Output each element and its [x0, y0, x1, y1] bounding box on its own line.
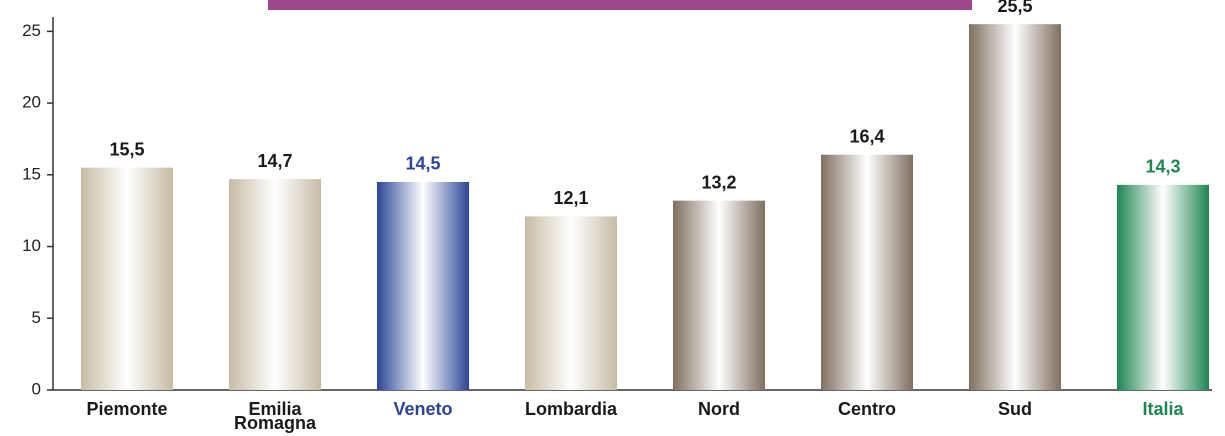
x-tick-label: Sud — [998, 399, 1032, 419]
bar — [1117, 184, 1209, 390]
y-tick-label: 25 — [22, 21, 41, 40]
y-tick-label: 10 — [22, 236, 41, 255]
bar — [377, 181, 469, 390]
value-label: 16,4 — [849, 126, 884, 146]
x-tick-label: Centro — [838, 399, 896, 419]
x-tick-label: Emilia Romagna — [234, 399, 317, 433]
x-tick-label: Piemonte — [86, 399, 167, 419]
value-label: 12,1 — [553, 188, 588, 208]
bar — [229, 179, 321, 390]
x-tick-label: Italia — [1142, 399, 1184, 419]
y-tick-label: 0 — [32, 379, 41, 398]
y-tick-label: 20 — [22, 93, 41, 112]
bar — [969, 24, 1061, 391]
bar — [673, 200, 765, 390]
value-label: 14,7 — [257, 151, 292, 171]
bar — [821, 154, 913, 390]
y-tick-label: 5 — [32, 308, 41, 327]
title-banner — [268, 0, 972, 10]
bar — [525, 216, 617, 390]
x-tick-label: Lombardia — [525, 399, 618, 419]
value-label: 13,2 — [701, 172, 736, 192]
y-tick-label: 15 — [22, 164, 41, 183]
value-label: 14,5 — [405, 154, 440, 174]
value-label: 25,5 — [997, 0, 1032, 16]
x-tick-label: Veneto — [393, 399, 452, 419]
value-label: 14,3 — [1145, 157, 1180, 177]
value-label: 15,5 — [109, 139, 144, 159]
bar — [81, 167, 173, 390]
x-tick-label: Nord — [698, 399, 740, 419]
